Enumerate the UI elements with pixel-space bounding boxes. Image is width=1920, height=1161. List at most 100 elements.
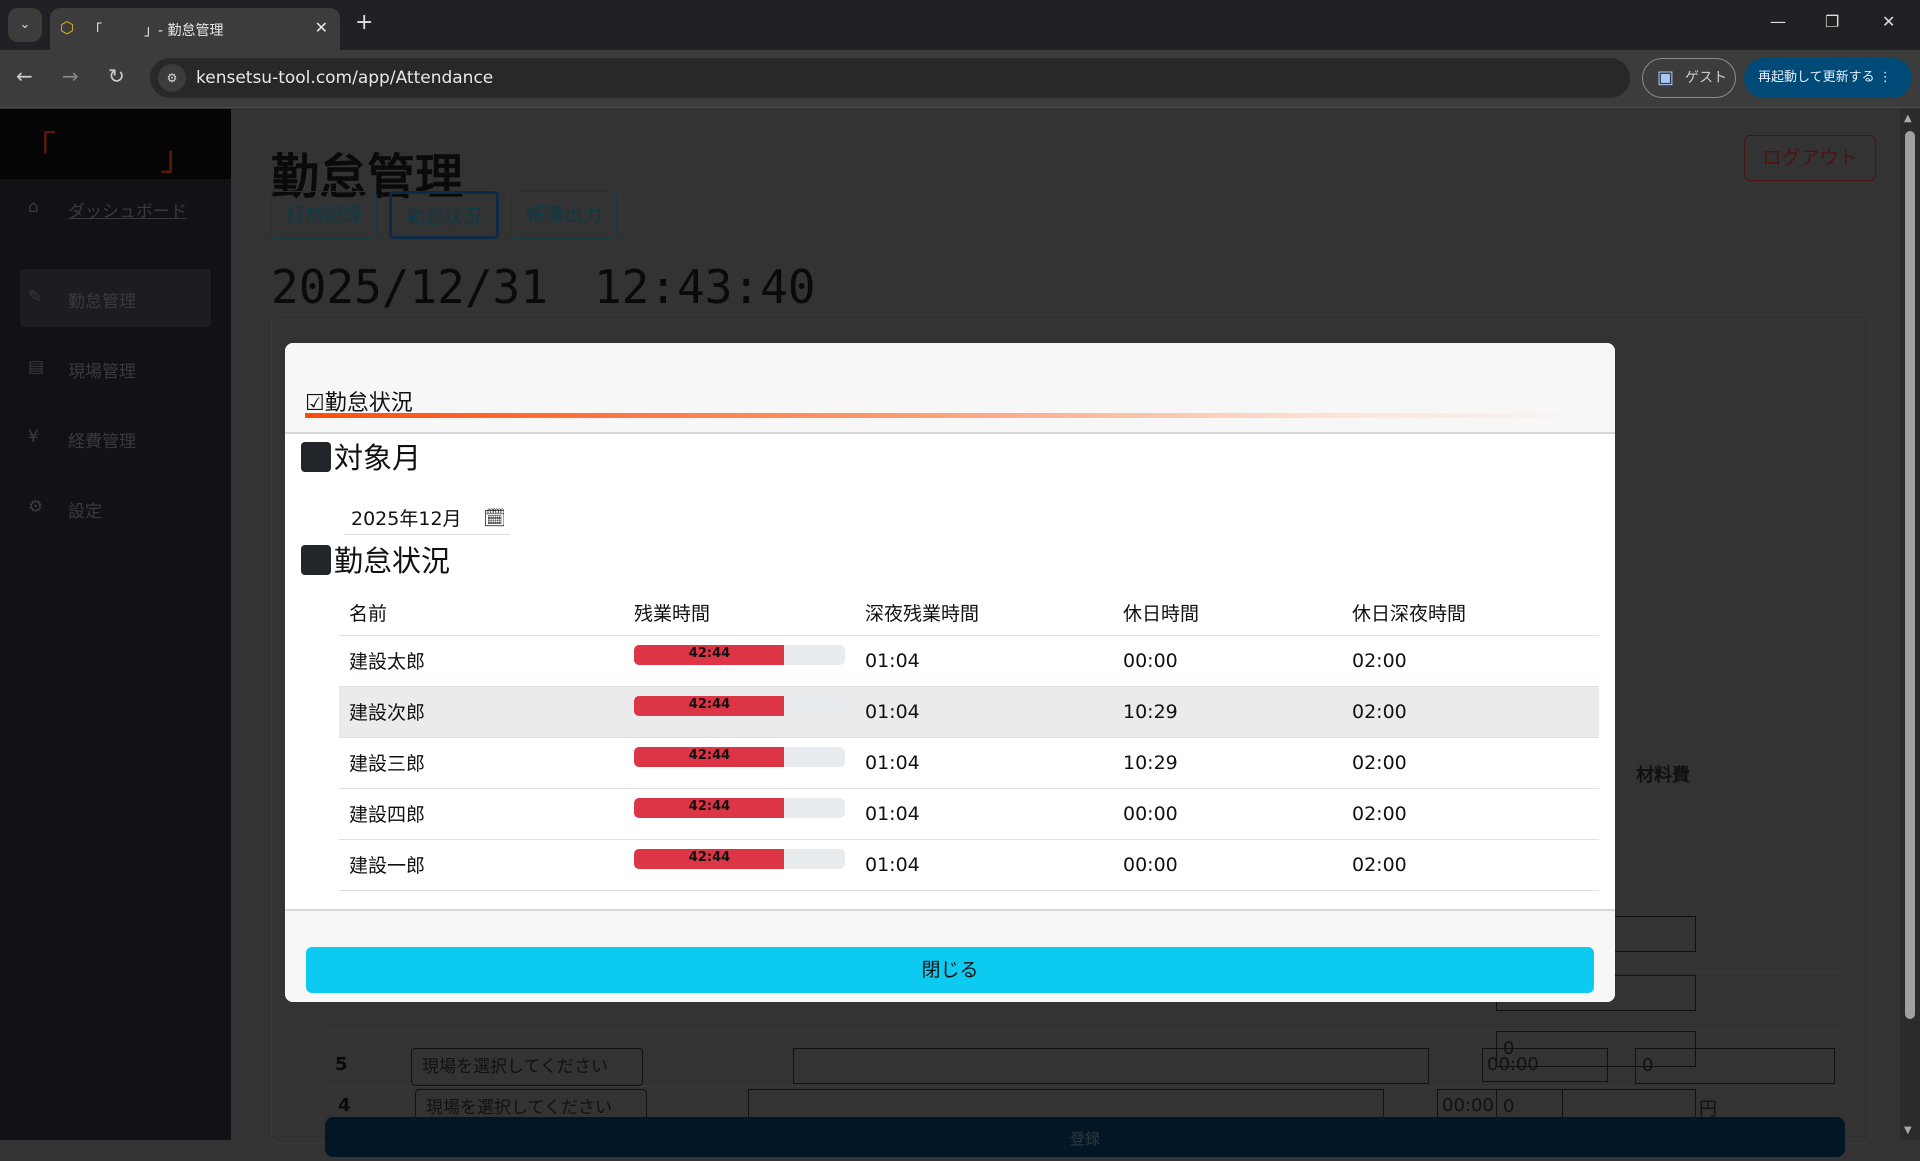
target-month-heading: 対象月 (301, 435, 421, 477)
attendance-status-modal: ☑勤怠状況 対象月 2025年12月 🗓 勤怠状況 名前 残業時間 深夜残業時間 … (285, 343, 1615, 1002)
gear-icon: ⚙ (28, 497, 44, 517)
name-cell: 建設一郎 (339, 839, 624, 891)
col-holiday-night: 休日深夜時間 (1342, 591, 1599, 636)
holiday-cell: 10:29 (1113, 737, 1342, 789)
submit-button[interactable]: 登録 (325, 1117, 1845, 1157)
overtime-progress-bar: 42:44 (634, 746, 845, 767)
home-icon: ⌂ (28, 197, 39, 217)
amount-input[interactable]: 0 (1635, 1048, 1835, 1084)
late-night-cell: 01:04 (855, 686, 1113, 738)
sidebar: 「」 ⌂ ダッシュボード ✎ 勤怠管理 ▤ 現場管理 ¥ 経費管理 ⚙ 設定 (0, 109, 231, 1140)
site-info-icon[interactable]: ⚙ (158, 64, 186, 92)
holiday-night-cell: 02:00 (1342, 686, 1599, 738)
table-row: 建設一郎 42:44 01:04 00:00 02:00 (339, 839, 1599, 891)
overtime-progress-bar: 42:44 (634, 644, 845, 665)
name-cell: 建設次郎 (339, 686, 624, 738)
overtime-cell: 42:44 (624, 839, 855, 891)
overtime-progress-bar: 42:44 (634, 848, 845, 869)
overtime-label: 42:44 (688, 645, 731, 661)
late-night-cell: 01:04 (855, 737, 1113, 789)
col-late-night: 深夜残業時間 (855, 591, 1113, 636)
page-scrollbar[interactable]: ▲ ▼ (1900, 109, 1920, 1140)
attendance-status-heading: 勤怠状況 (301, 538, 450, 580)
cube-icon: ⬡ (60, 18, 74, 37)
expense-row-5: 5 現場を選択してください 00:00 0 (325, 1040, 1835, 1100)
table-row: 建設太郎 42:44 01:04 00:00 02:00 (339, 635, 1599, 687)
overtime-progress-bar: 42:44 (634, 695, 845, 716)
month-input[interactable]: 2025年12月 🗓 (345, 503, 510, 535)
logout-button[interactable]: ログアウト (1744, 135, 1876, 181)
holiday-cell: 00:00 (1113, 788, 1342, 840)
overtime-bar-fill (634, 746, 784, 767)
overtime-label: 42:44 (688, 798, 731, 814)
name-cell: 建設太郎 (339, 635, 624, 687)
close-tab-icon[interactable]: ✕ (314, 18, 328, 37)
modal-title: 勤怠状況 (324, 391, 413, 416)
table-row: 建設三郎 42:44 01:04 10:29 02:00 (339, 737, 1599, 789)
browser-tabstrip: ⌄ ⬡ 「 」- 勤怠管理 ✕ + — ❐ ✕ (0, 0, 1920, 50)
material-cost-header: 材料費 (1636, 765, 1690, 786)
address-bar[interactable]: ⚙ kensetsu-tool.com/app/Attendance (150, 58, 1630, 98)
overtime-cell: 42:44 (624, 737, 855, 789)
table-row: 建設四郎 42:44 01:04 00:00 02:00 (339, 788, 1599, 840)
tab-title: 「 」- 勤怠管理 (88, 23, 224, 39)
tab-ledger-export[interactable]: 帳簿出力 (511, 191, 618, 239)
update-button[interactable]: 再起動して更新する ⋮ (1744, 58, 1912, 98)
close-window-icon[interactable]: ✕ (1882, 12, 1896, 31)
current-clock: 2025/12/31 12:43:40 (271, 260, 816, 314)
menu-dots-icon[interactable]: ⋮ (1878, 70, 1892, 85)
tab-punch-record[interactable]: 打刻記録 (271, 191, 378, 239)
holiday-night-cell: 02:00 (1342, 635, 1599, 687)
calendar-check-icon: ☑ (305, 391, 325, 416)
overtime-label: 42:44 (688, 849, 731, 865)
col-name: 名前 (339, 591, 624, 636)
holiday-night-cell: 02:00 (1342, 788, 1599, 840)
yen-icon: ¥ (28, 427, 39, 447)
update-label: 再起動して更新する (1758, 70, 1875, 85)
tab-attendance-status[interactable]: 勤怠状況 (389, 191, 500, 239)
close-button[interactable]: 閉じる (306, 947, 1594, 993)
reload-icon[interactable]: ↻ (108, 64, 125, 88)
tab-search-button[interactable]: ⌄ (8, 8, 42, 42)
browser-tab[interactable]: ⬡ 「 」- 勤怠管理 ✕ (50, 8, 340, 50)
holiday-night-cell: 02:00 (1342, 737, 1599, 789)
holiday-night-cell: 02:00 (1342, 839, 1599, 891)
overtime-progress-bar: 42:44 (634, 797, 845, 818)
col-overtime: 残業時間 (624, 591, 855, 636)
overtime-cell: 42:44 (624, 686, 855, 738)
sidebar-item-dashboard[interactable]: ⌂ ダッシュボード (28, 197, 187, 222)
url-text[interactable]: kensetsu-tool.com/app/Attendance (196, 68, 494, 88)
sidebar-item-sites[interactable]: ▤ 現場管理 (28, 357, 136, 382)
overtime-cell: 42:44 (624, 788, 855, 840)
overtime-cell: 42:44 (624, 635, 855, 687)
sidebar-item-settings[interactable]: ⚙ 設定 (28, 497, 102, 522)
sidebar-item-expenses[interactable]: ¥ 経費管理 (28, 427, 136, 452)
profile-icon: ▣ (1657, 67, 1675, 88)
time-input[interactable]: 00:00 (1482, 1048, 1608, 1082)
modal-footer: 閉じる (285, 909, 1615, 1002)
holiday-cell: 00:00 (1113, 839, 1342, 891)
profile-label: ゲスト (1685, 70, 1727, 86)
overtime-bar-fill (634, 797, 784, 818)
accent-line (305, 413, 1595, 418)
forward-icon[interactable]: → (62, 64, 79, 88)
sidebar-item-attendance[interactable]: ✎ 勤怠管理 (20, 269, 211, 327)
overtime-label: 42:44 (688, 696, 731, 712)
late-night-cell: 01:04 (855, 839, 1113, 891)
attendance-table: 名前 残業時間 深夜残業時間 休日時間 休日深夜時間 建設太郎 42:44 01… (339, 591, 1599, 891)
name-cell: 建設三郎 (339, 737, 624, 789)
new-tab-button[interactable]: + (355, 10, 374, 35)
profile-button[interactable]: ▣ ゲスト (1642, 58, 1736, 98)
modal-header: ☑勤怠状況 (285, 343, 1615, 434)
page-title: 勤怠管理 (271, 149, 464, 205)
notebook-icon: ▤ (28, 357, 45, 377)
overtime-label: 42:44 (688, 747, 731, 763)
minimize-icon[interactable]: — (1770, 12, 1786, 31)
restore-icon[interactable]: ❐ (1825, 12, 1840, 31)
late-night-cell: 01:04 (855, 788, 1113, 840)
description-input[interactable] (793, 1048, 1429, 1084)
col-holiday: 休日時間 (1113, 591, 1342, 636)
site-select[interactable]: 現場を選択してください (411, 1048, 643, 1086)
calendar-icon[interactable]: 🗓 (483, 508, 506, 529)
back-icon[interactable]: ← (16, 64, 33, 88)
